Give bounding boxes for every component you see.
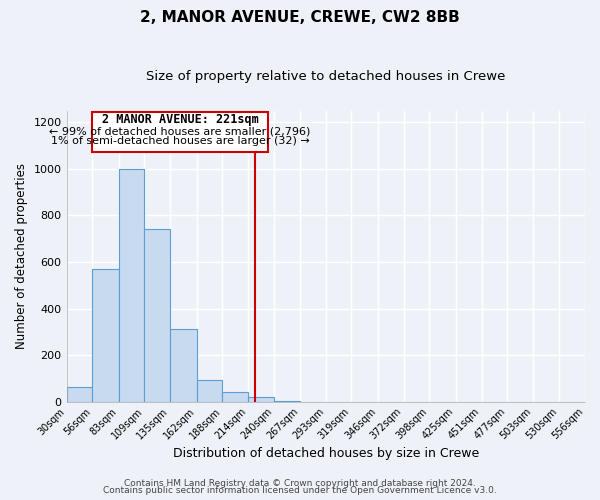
Bar bbox=[170, 330, 197, 402]
X-axis label: Distribution of detached houses by size in Crewe: Distribution of detached houses by size … bbox=[173, 447, 479, 460]
Text: Contains public sector information licensed under the Open Government Licence v3: Contains public sector information licen… bbox=[103, 486, 497, 495]
Text: ← 99% of detached houses are smaller (2,796): ← 99% of detached houses are smaller (2,… bbox=[49, 126, 311, 136]
Bar bbox=[222, 392, 248, 402]
Bar bbox=[197, 380, 222, 402]
Text: Contains HM Land Registry data © Crown copyright and database right 2024.: Contains HM Land Registry data © Crown c… bbox=[124, 478, 476, 488]
Bar bbox=[119, 169, 145, 402]
Text: 1% of semi-detached houses are larger (32) →: 1% of semi-detached houses are larger (3… bbox=[50, 136, 309, 146]
Title: Size of property relative to detached houses in Crewe: Size of property relative to detached ho… bbox=[146, 70, 505, 83]
Text: 2 MANOR AVENUE: 221sqm: 2 MANOR AVENUE: 221sqm bbox=[101, 114, 258, 126]
Bar bbox=[67, 386, 92, 402]
Text: 2, MANOR AVENUE, CREWE, CW2 8BB: 2, MANOR AVENUE, CREWE, CW2 8BB bbox=[140, 10, 460, 25]
Y-axis label: Number of detached properties: Number of detached properties bbox=[15, 163, 28, 349]
Bar bbox=[248, 397, 274, 402]
Bar bbox=[92, 269, 119, 402]
Bar bbox=[274, 400, 300, 402]
Bar bbox=[92, 112, 268, 152]
Bar bbox=[145, 230, 170, 402]
